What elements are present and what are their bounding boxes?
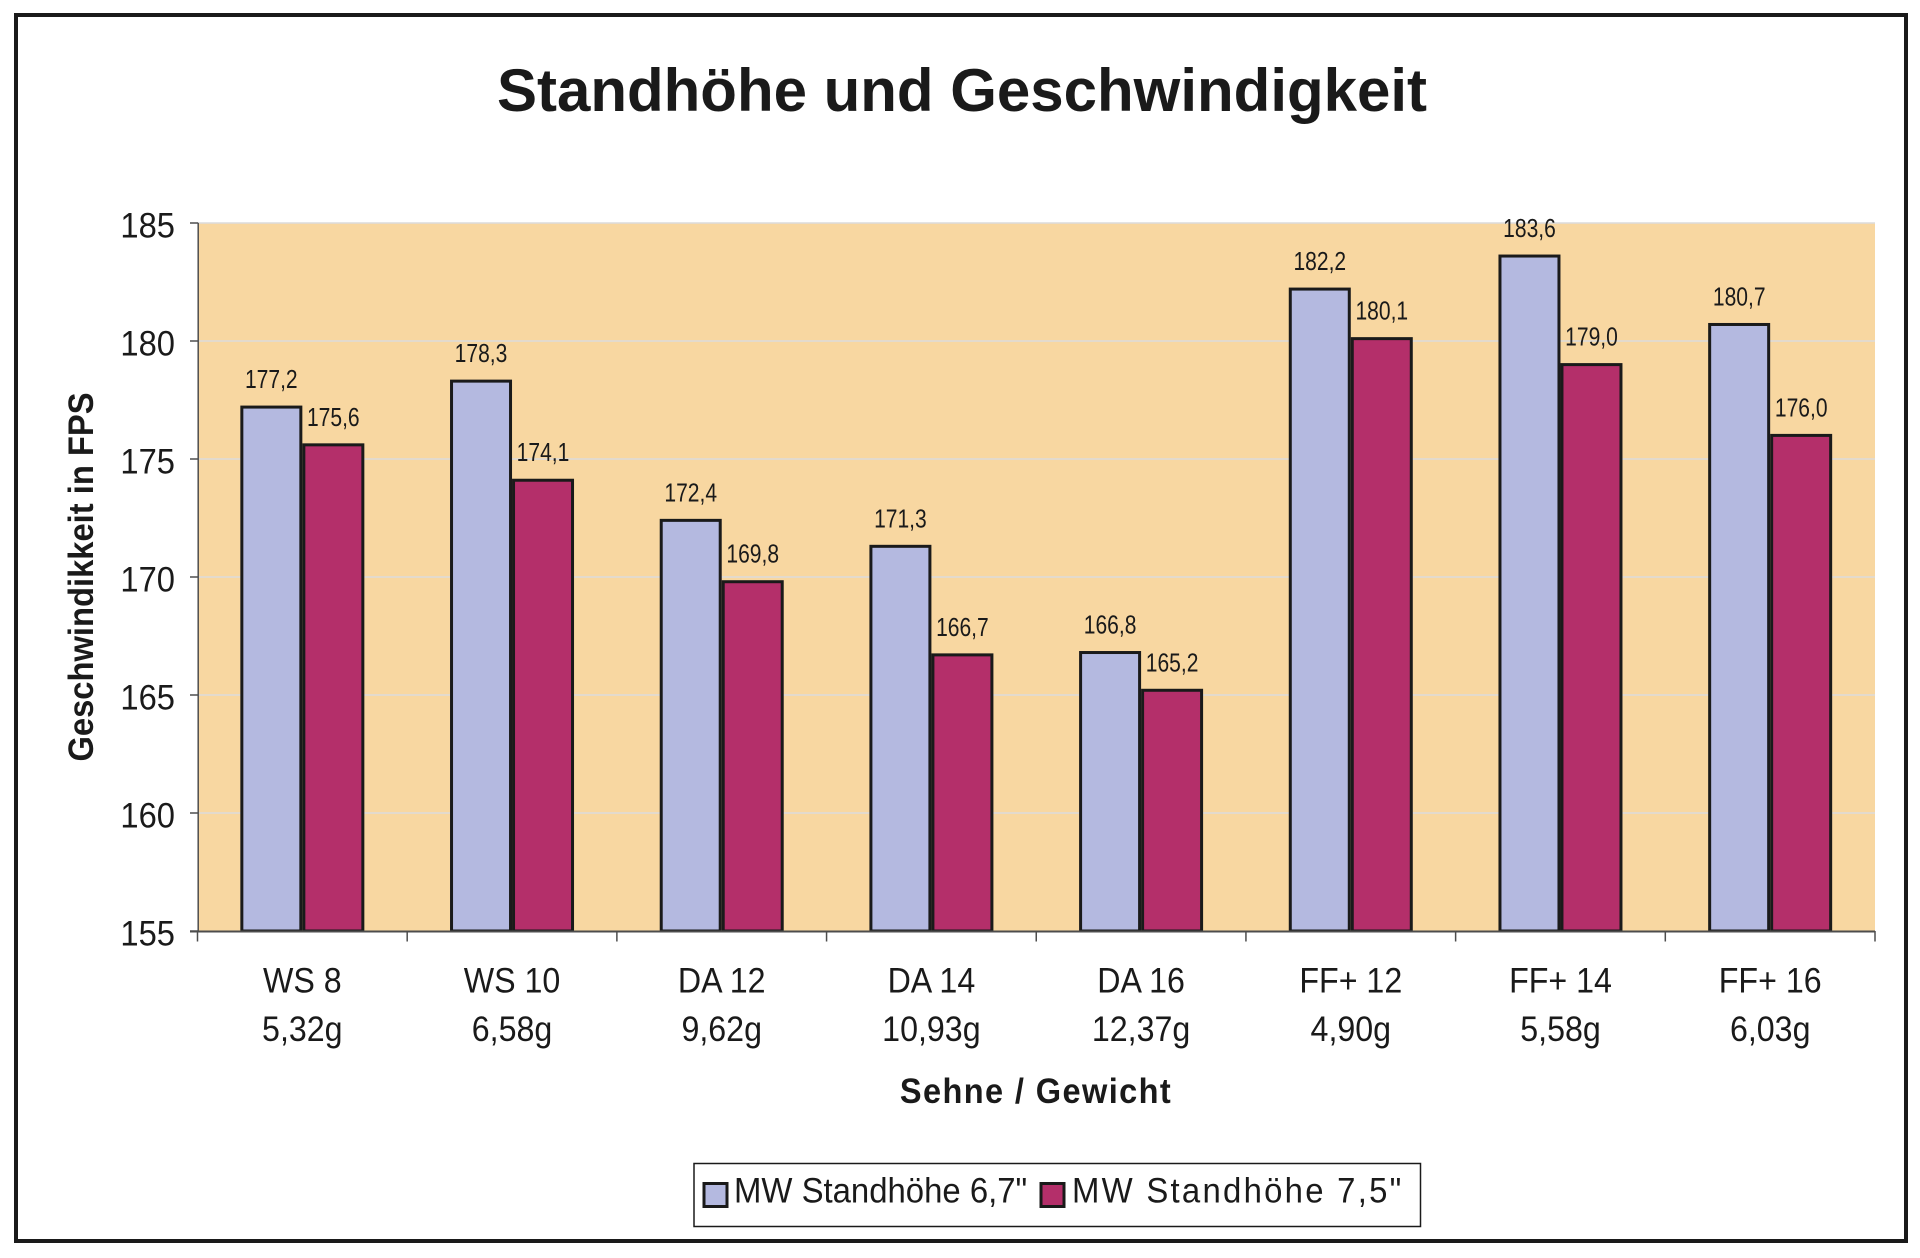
svg-text:172,4: 172,4 xyxy=(664,479,717,508)
svg-text:165,2: 165,2 xyxy=(1146,649,1199,678)
svg-text:175: 175 xyxy=(120,443,175,482)
svg-text:Geschwindikkeit in FPS: Geschwindikkeit in FPS xyxy=(62,392,101,761)
svg-text:DA 12: DA 12 xyxy=(678,962,766,1001)
svg-text:178,3: 178,3 xyxy=(455,340,508,369)
svg-text:4,90g: 4,90g xyxy=(1311,1011,1392,1050)
svg-text:171,3: 171,3 xyxy=(874,505,927,534)
svg-text:180: 180 xyxy=(120,325,175,364)
svg-text:WS 8: WS 8 xyxy=(263,962,342,1001)
svg-text:WS 10: WS 10 xyxy=(464,962,561,1001)
svg-text:174,1: 174,1 xyxy=(517,439,570,468)
svg-text:177,2: 177,2 xyxy=(245,366,298,395)
svg-text:160: 160 xyxy=(120,797,175,836)
svg-text:Standhöhe und Geschwindigkeit: Standhöhe und Geschwindigkeit xyxy=(497,57,1427,124)
svg-text:185: 185 xyxy=(120,207,175,246)
svg-text:MW Standhöhe 6,7": MW Standhöhe 6,7" xyxy=(734,1172,1027,1211)
svg-text:179,0: 179,0 xyxy=(1565,324,1618,353)
svg-text:166,7: 166,7 xyxy=(936,614,989,643)
svg-text:170: 170 xyxy=(120,561,175,600)
svg-text:180,1: 180,1 xyxy=(1355,298,1408,327)
svg-text:9,62g: 9,62g xyxy=(681,1011,762,1050)
svg-text:155: 155 xyxy=(120,915,175,954)
svg-text:5,58g: 5,58g xyxy=(1520,1011,1601,1050)
svg-text:FF+ 14: FF+ 14 xyxy=(1509,962,1612,1001)
svg-text:176,0: 176,0 xyxy=(1775,394,1828,423)
svg-text:10,93g: 10,93g xyxy=(882,1011,980,1050)
svg-text:5,32g: 5,32g xyxy=(262,1011,343,1050)
svg-text:DA 14: DA 14 xyxy=(888,962,976,1001)
svg-text:182,2: 182,2 xyxy=(1293,248,1346,277)
svg-text:FF+ 12: FF+ 12 xyxy=(1299,962,1402,1001)
svg-text:165: 165 xyxy=(120,679,175,718)
svg-text:DA 16: DA 16 xyxy=(1097,962,1185,1001)
svg-text:169,8: 169,8 xyxy=(726,541,779,570)
svg-text:175,6: 175,6 xyxy=(307,404,360,433)
svg-text:MW Standhöhe 7,5": MW Standhöhe 7,5" xyxy=(1072,1172,1404,1211)
svg-text:6,03g: 6,03g xyxy=(1730,1011,1811,1050)
svg-text:12,37g: 12,37g xyxy=(1092,1011,1190,1050)
svg-text:166,8: 166,8 xyxy=(1084,612,1137,641)
svg-text:180,7: 180,7 xyxy=(1713,284,1766,313)
svg-text:Sehne / Gewicht: Sehne / Gewicht xyxy=(900,1072,1172,1111)
svg-text:FF+ 16: FF+ 16 xyxy=(1719,962,1822,1001)
svg-text:183,6: 183,6 xyxy=(1503,215,1556,244)
svg-text:6,58g: 6,58g xyxy=(472,1011,553,1050)
